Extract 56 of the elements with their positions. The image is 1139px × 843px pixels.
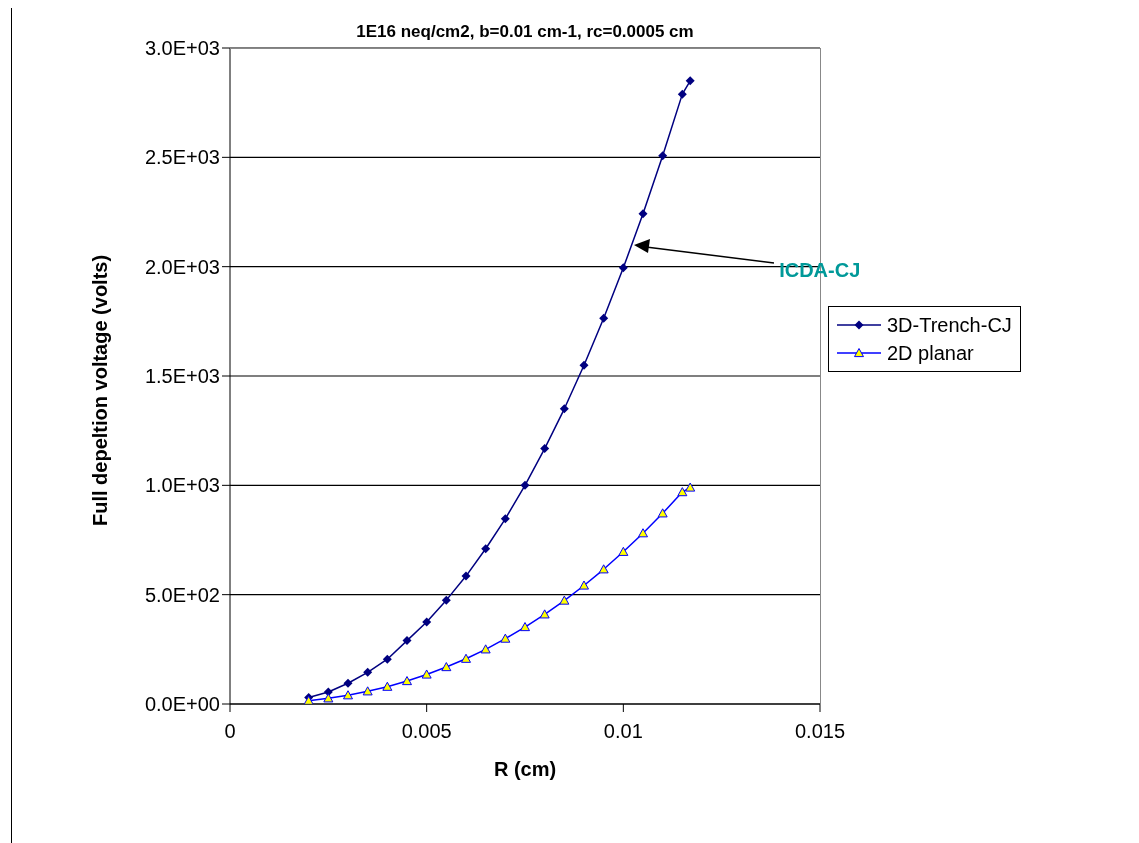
y-tick-label: 5.0E+02 [144,583,220,606]
point [618,263,628,273]
point [343,678,353,688]
point [559,595,570,605]
point [685,482,696,492]
point [500,514,510,524]
point [579,580,589,590]
point [539,609,550,619]
point [677,89,687,99]
point [382,654,392,664]
y-tick-label: 0.0E+00 [144,693,220,716]
point [540,444,550,454]
point [677,487,688,497]
x-tick-label: 0.015 [794,720,846,743]
point [520,480,530,490]
point [657,508,668,518]
point [323,693,334,703]
y-tick-label: 2.0E+03 [144,255,220,278]
point [500,633,511,643]
legend-label: 2D planar [887,341,974,366]
x-tick-label: 0 [224,720,236,743]
point [618,546,629,556]
point [461,653,471,663]
point [363,667,373,677]
point [520,622,530,632]
y-tick-label: 3.0E+03 [144,37,220,60]
point [599,313,609,323]
y-tick-label: 1.0E+03 [144,474,220,497]
x-tick-label: 0.01 [603,720,643,743]
point [382,681,393,691]
point [402,676,412,686]
point [461,571,471,581]
point [441,595,451,605]
y-tick-label: 2.5E+03 [144,146,220,169]
x-tick-label: 0.005 [401,720,452,743]
point [638,528,648,538]
point [402,636,412,646]
point [481,544,491,554]
point [579,360,589,370]
point [421,669,432,679]
y-axis-title: Full depeltion voltage (volts) [89,254,112,526]
x-axis-title: R (cm) [493,758,557,780]
legend-label: 3D-Trench-CJ [887,313,1012,338]
point [638,209,648,219]
point [598,564,609,574]
point [685,76,695,86]
point [480,644,491,654]
point [559,404,569,414]
point [658,151,668,161]
chart-title: 1E16 neq/cm2, b=0.01 cm-1, rc=0.0005 cm [355,22,695,42]
annotation: ICDA-CJ [779,258,861,282]
point [362,686,373,696]
point [441,662,452,672]
point [422,617,432,627]
point [343,690,353,700]
y-tick-label: 1.5E+03 [144,365,220,388]
